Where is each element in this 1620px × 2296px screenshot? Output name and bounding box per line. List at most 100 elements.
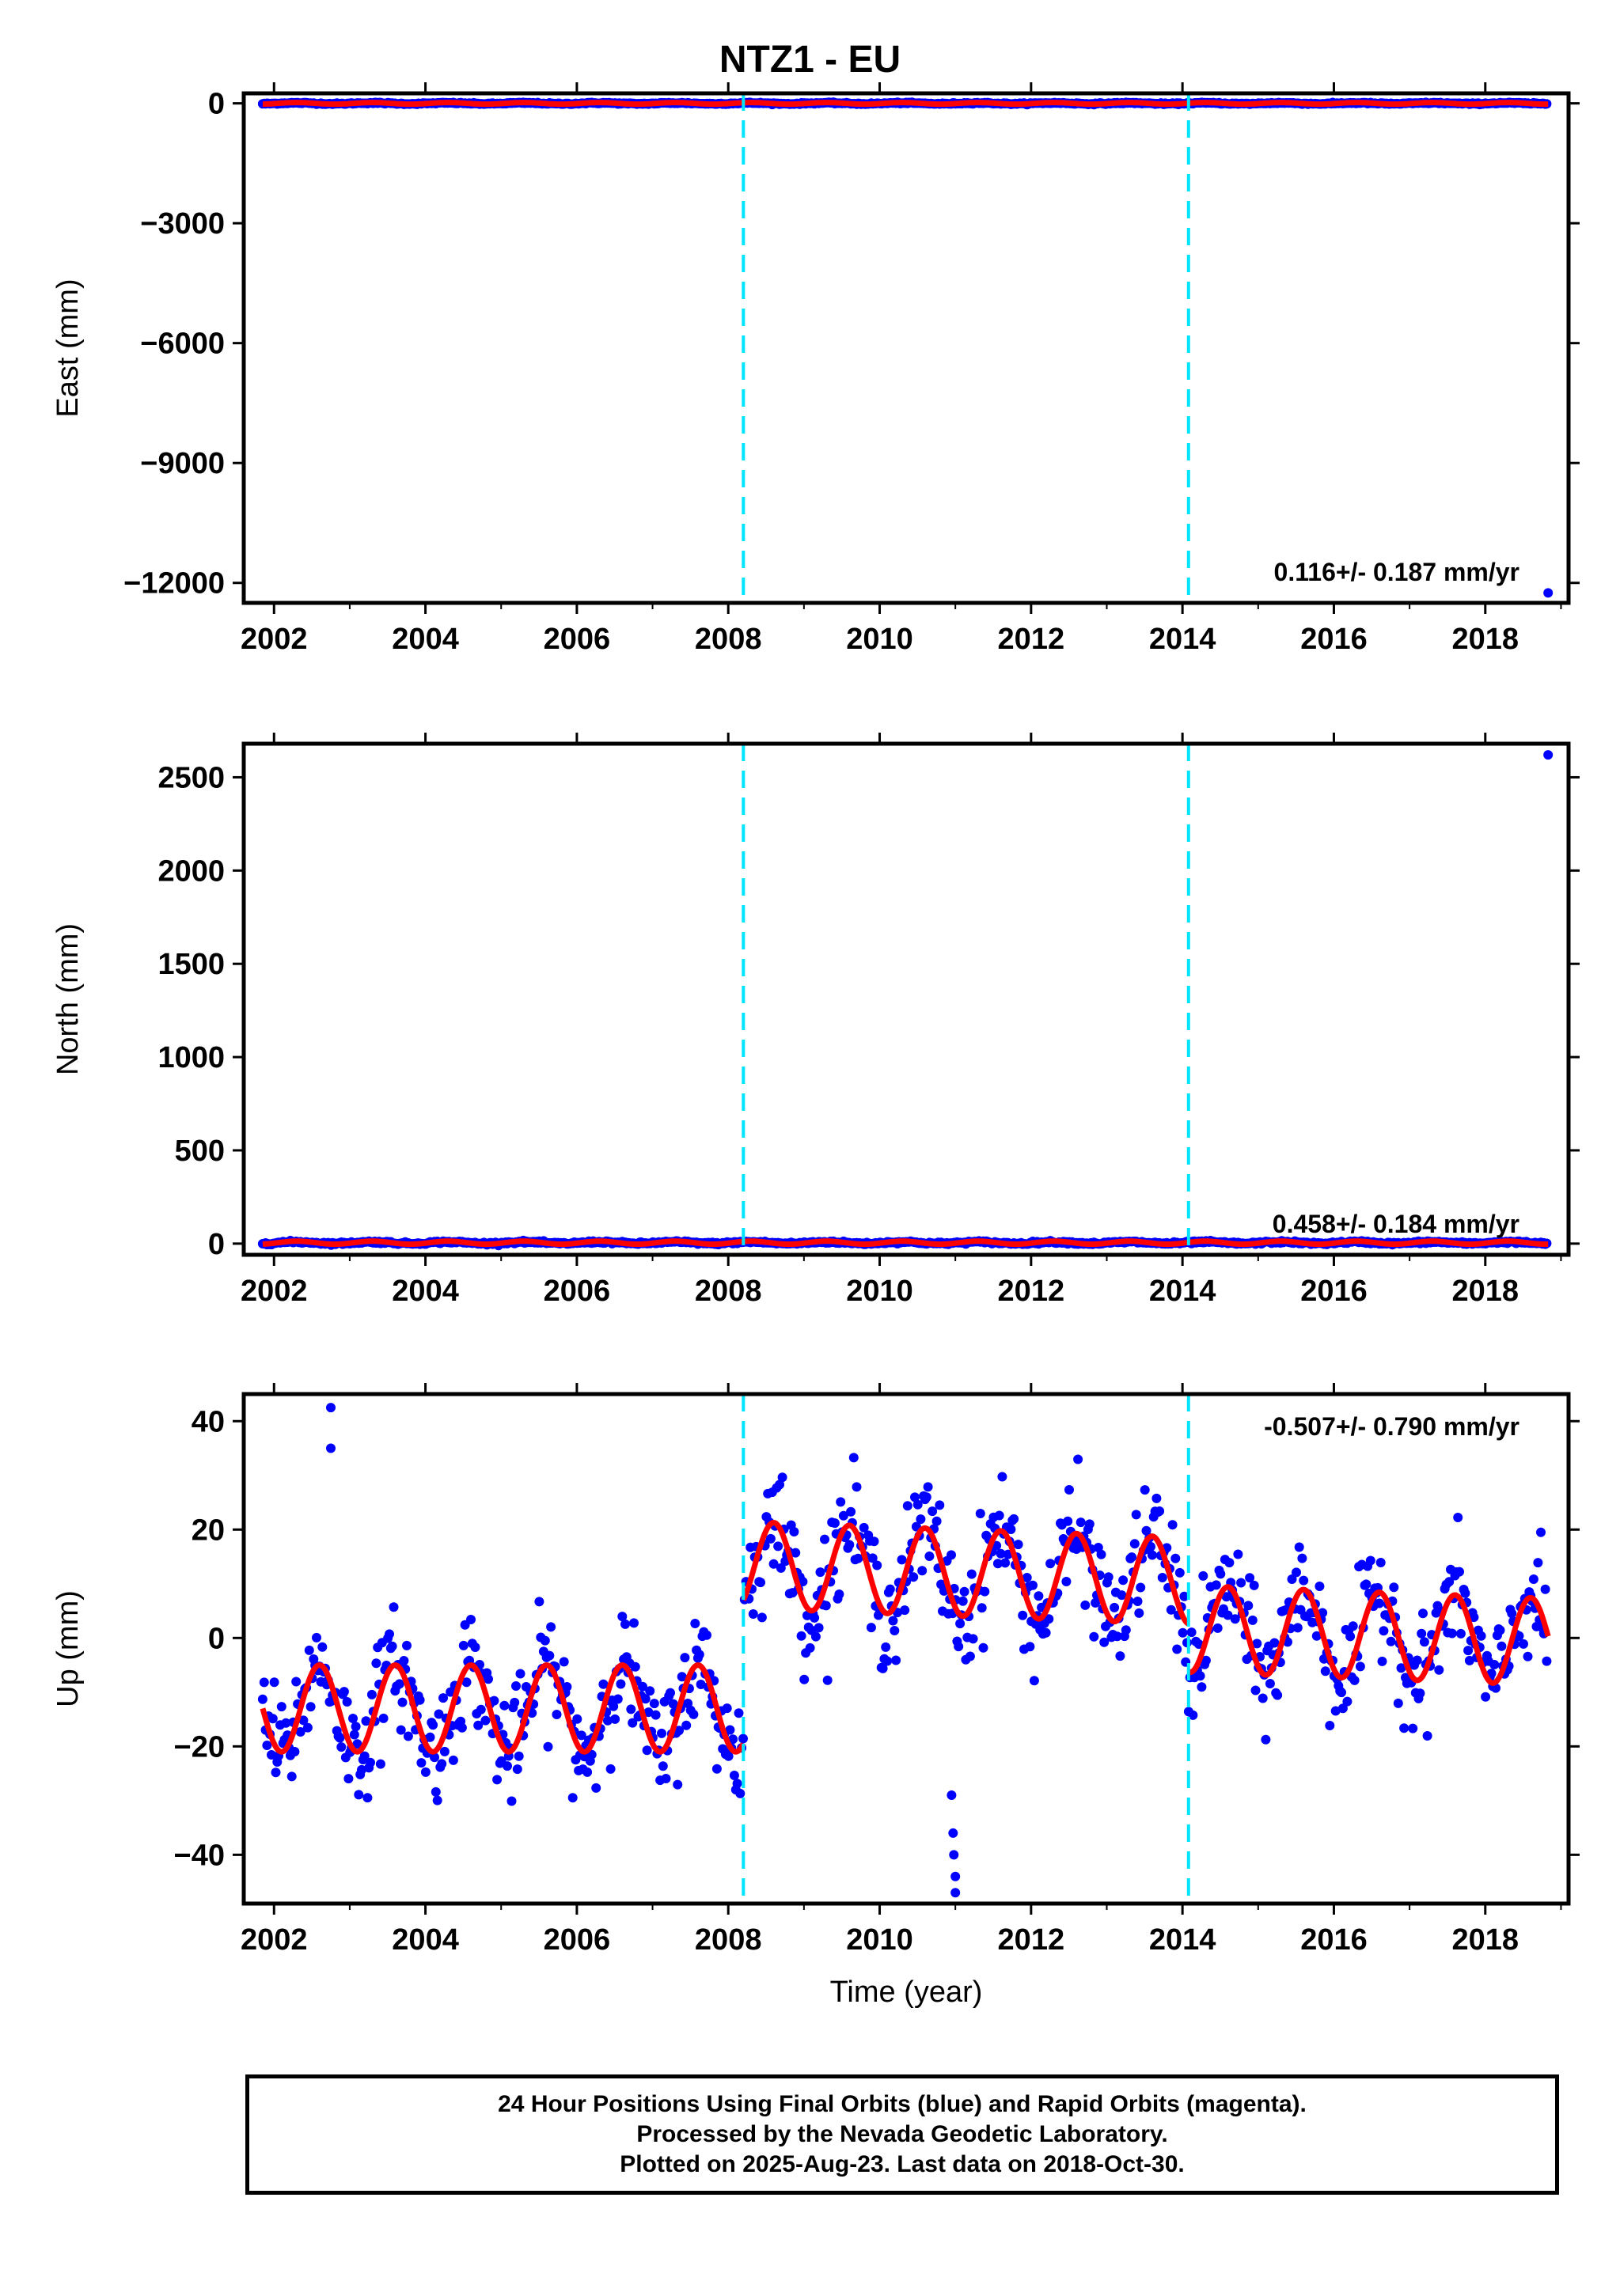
- data-point: [954, 1642, 964, 1652]
- y-tick-label: 1000: [157, 1041, 225, 1074]
- data-point: [643, 1707, 654, 1718]
- data-point: [1348, 1621, 1358, 1631]
- data-point: [269, 1677, 279, 1688]
- data-point: [791, 1548, 801, 1558]
- data-point: [1076, 1517, 1086, 1528]
- x-tick-label: 2018: [1452, 623, 1519, 656]
- data-point: [511, 1681, 521, 1691]
- data-point: [1134, 1608, 1144, 1618]
- model-line-up: [260, 1520, 1551, 1755]
- data-point: [348, 1714, 358, 1723]
- data-point: [947, 1550, 956, 1560]
- data-point: [805, 1642, 815, 1653]
- data-point: [1292, 1567, 1301, 1578]
- y-tick-label: −6000: [140, 328, 225, 361]
- panel-north: 2002 2004 2006 2008 2010 2012 2014 2016 2018 0 500…: [51, 733, 1580, 1308]
- data-point: [912, 1499, 923, 1510]
- data-point: [1195, 1671, 1205, 1681]
- data-point: [775, 1480, 784, 1490]
- data-point: [544, 1650, 555, 1661]
- data-point: [317, 1642, 328, 1652]
- data-point: [1166, 1605, 1176, 1615]
- data-point: [838, 1510, 848, 1521]
- footer-box: 24 Hour Positions Using Final Orbits (bl…: [245, 2074, 1559, 2195]
- data-point: [1389, 1582, 1399, 1593]
- y-axis-label: Up (mm): [51, 1590, 85, 1707]
- data-point: [1197, 1682, 1207, 1692]
- data-point: [1292, 1623, 1303, 1633]
- data-point: [958, 1596, 968, 1606]
- data-point: [1034, 1591, 1044, 1601]
- data-point: [1311, 1631, 1322, 1641]
- data-point: [1198, 1570, 1208, 1581]
- data-point: [489, 1695, 499, 1706]
- data-point: [1337, 1703, 1348, 1714]
- data-point: [711, 1764, 722, 1774]
- data-point: [959, 1586, 969, 1597]
- data-point: [506, 1796, 517, 1806]
- data-point: [1080, 1600, 1091, 1610]
- data-point: [796, 1631, 806, 1641]
- data-point: [470, 1642, 480, 1652]
- data-point: [1375, 1558, 1386, 1567]
- data-point: [394, 1679, 404, 1689]
- data-point: [1393, 1698, 1403, 1708]
- data-point: [389, 1602, 399, 1612]
- data-point: [1147, 1550, 1157, 1560]
- data-point: [1245, 1573, 1255, 1583]
- data-point: [1528, 1574, 1538, 1584]
- data-point: [1044, 1614, 1054, 1624]
- y-tick-label: 0: [208, 1622, 225, 1655]
- data-point: [510, 1697, 520, 1707]
- data-point: [1115, 1651, 1125, 1661]
- data-point: [1412, 1655, 1422, 1665]
- data-point: [829, 1518, 840, 1529]
- x-tick-label: 2002: [241, 623, 308, 656]
- data-point: [1273, 1690, 1283, 1700]
- data-point: [1186, 1627, 1197, 1638]
- data-point: [722, 1703, 732, 1714]
- x-tick-label: 2018: [1452, 1923, 1519, 1957]
- x-tick-label: 2014: [1149, 1923, 1216, 1957]
- axes-frame: [241, 1392, 1571, 1906]
- data-point: [361, 1716, 371, 1726]
- data-point: [1110, 1602, 1120, 1612]
- x-tick-label: 2010: [846, 1923, 913, 1957]
- data-point: [834, 1589, 844, 1599]
- x-tick-label: 2010: [846, 623, 913, 656]
- data-point: [1379, 1626, 1389, 1636]
- data-point: [1140, 1485, 1150, 1495]
- data-point: [629, 1618, 639, 1628]
- data-point: [1223, 1610, 1233, 1620]
- data-point: [286, 1771, 297, 1782]
- data-point: [1157, 1573, 1167, 1582]
- data-point: [815, 1567, 825, 1578]
- data-point: [1349, 1675, 1360, 1685]
- data-point: [902, 1501, 912, 1511]
- data-point: [1269, 1638, 1280, 1648]
- data-point: [768, 1559, 779, 1569]
- data-point: [1481, 1692, 1491, 1702]
- data-point: [1045, 1559, 1056, 1569]
- data-point: [572, 1714, 582, 1724]
- data-point: [1064, 1485, 1074, 1495]
- data-point: [852, 1482, 862, 1492]
- data-point: [924, 1552, 935, 1561]
- x-tick-label: 2006: [544, 623, 611, 656]
- data-point: [1146, 1541, 1155, 1552]
- data-point: [1345, 1631, 1356, 1642]
- data-point: [576, 1730, 586, 1741]
- data-point: [757, 1612, 767, 1623]
- chart-title: NTZ1 - EU: [719, 39, 901, 81]
- data-point: [1399, 1723, 1409, 1733]
- data-point: [351, 1722, 361, 1732]
- data-point: [312, 1632, 321, 1642]
- data-point: [357, 1764, 366, 1775]
- footer-line-2: Processed by the Nevada Geodetic Laborat…: [636, 2121, 1168, 2147]
- data-point: [437, 1759, 447, 1769]
- data-point: [362, 1793, 373, 1803]
- data-point: [352, 1739, 362, 1749]
- y-tick-label: 0: [208, 1228, 225, 1261]
- data-point: [349, 1730, 359, 1740]
- plot-area-east: [257, 97, 1554, 598]
